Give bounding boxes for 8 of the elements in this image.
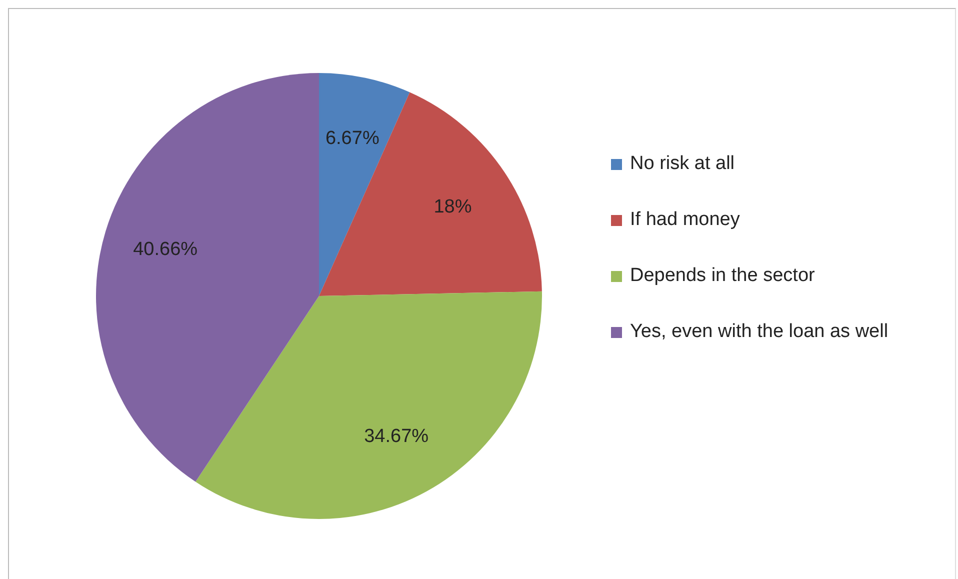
data-label: 18% (434, 196, 472, 218)
data-label: 6.67% (325, 128, 380, 150)
legend-label: If had money (630, 208, 740, 232)
legend-label: Yes, even with the loan as well (630, 320, 888, 344)
data-label: 34.67% (364, 426, 429, 447)
legend-label: No risk at all (630, 152, 735, 176)
legend-label: Depends in the sector (630, 264, 815, 288)
data-label: 40.66% (133, 238, 198, 260)
